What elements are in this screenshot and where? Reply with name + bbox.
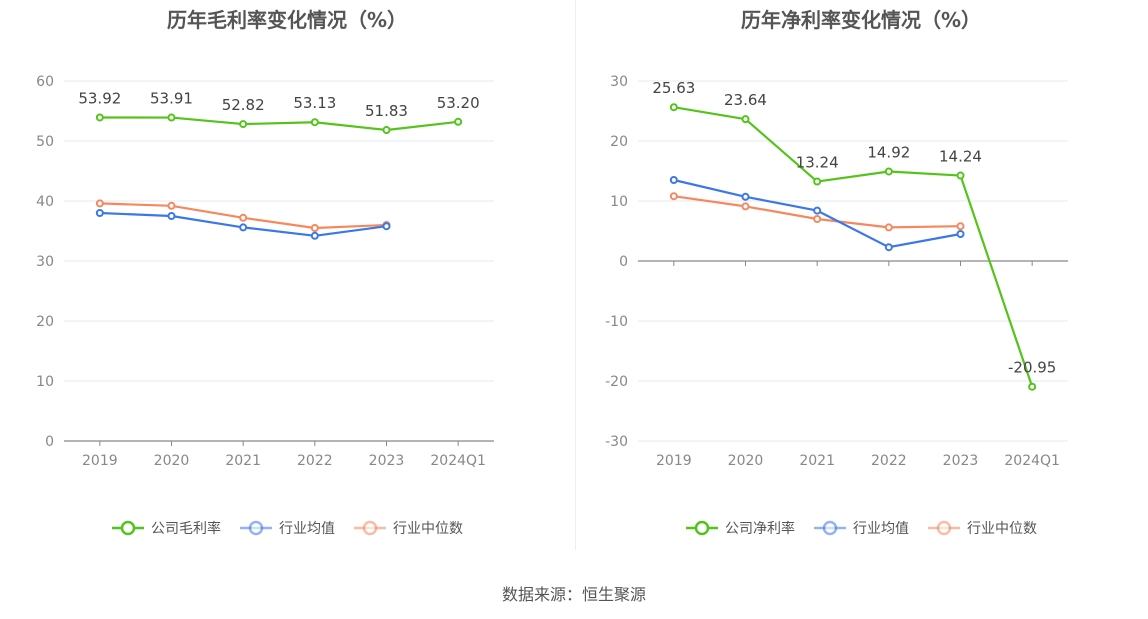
x-tick-label: 2022 (871, 453, 907, 469)
y-tick-label: 0 (619, 254, 628, 270)
x-tick-label: 2023 (369, 453, 405, 469)
data-label: 53.13 (293, 94, 336, 112)
company-point[interactable] (167, 113, 176, 122)
industry-average-point[interactable] (239, 223, 248, 232)
data-label: 14.24 (939, 148, 982, 166)
legend-label: 公司净利率 (725, 521, 795, 537)
y-tick-label: 0 (45, 434, 54, 450)
legend-line-marker-icon (354, 520, 386, 536)
legend-label: 行业均值 (853, 521, 909, 537)
net-margin-chart: -30 -20 -10 0 10 20 30 2019 2020 2021 2022 2023 2024… (605, 74, 1068, 469)
gross-margin-chart: 0 10 20 30 40 50 60 2019 2020 2021 2022 2023 2024Q1 5… (36, 74, 494, 469)
net-margin-legend: 公司净利率 行业均值 行业中位数 (574, 518, 1148, 538)
industry-median-point[interactable] (669, 192, 678, 201)
company-point[interactable] (741, 115, 750, 124)
legend-item-industry-median[interactable]: 行业中位数 (927, 518, 1037, 538)
data-label: 53.20 (437, 94, 480, 112)
y-tick-label: 20 (36, 314, 54, 330)
y-tick-label: 60 (36, 74, 54, 90)
legend-label: 公司毛利率 (151, 521, 221, 537)
data-label: 51.83 (365, 102, 408, 120)
y-tick-label: 30 (36, 254, 54, 270)
company-line (99, 116, 459, 132)
industry-median-point[interactable] (95, 199, 104, 208)
company-point[interactable] (310, 118, 319, 127)
x-tick-label: 2021 (799, 453, 835, 469)
legend-item-company[interactable]: 公司净利率 (685, 518, 795, 538)
legend-item-company[interactable]: 公司毛利率 (111, 518, 221, 538)
x-tick-label: 2024Q1 (1004, 453, 1060, 469)
industry-median-point[interactable] (239, 213, 248, 222)
gross-margin-chart-panel: 历年毛利率变化情况（%） 0 10 20 30 40 50 60 2019 2020 2021 20… (0, 0, 574, 560)
data-source-label: 数据来源：恒生聚源 (501, 585, 646, 604)
company-point[interactable] (669, 103, 678, 112)
industry-median-point[interactable] (741, 202, 750, 211)
industry-average-point[interactable] (382, 222, 391, 231)
industry-median-point[interactable] (310, 224, 319, 232)
data-label: 52.82 (222, 96, 265, 114)
company-point[interactable] (239, 120, 248, 129)
y-tick-label: -30 (605, 434, 628, 450)
legend-line-marker-icon (240, 520, 272, 536)
y-tick-label: 40 (36, 194, 54, 210)
legend-item-industry-average[interactable]: 行业均值 (813, 518, 909, 538)
industry-median-point[interactable] (884, 223, 893, 232)
company-point[interactable] (95, 113, 104, 122)
y-tick-label: -10 (605, 314, 628, 330)
industry-average-point[interactable] (813, 206, 822, 215)
x-tick-label: 2020 (154, 453, 190, 469)
data-label: 23.64 (724, 91, 767, 109)
data-label: 25.63 (652, 79, 695, 97)
y-tick-label: 20 (610, 134, 628, 150)
legend-line-marker-icon (814, 520, 846, 536)
net-margin-chart-panel: 历年净利率变化情况（%） -30 -20 -10 0 10 20 30 2019 2020 202… (574, 0, 1148, 560)
legend-label: 行业中位数 (393, 521, 463, 537)
gross-margin-legend: 公司毛利率 行业均值 行业中位数 (0, 518, 574, 538)
data-label: 13.24 (796, 154, 839, 172)
industry-average-point[interactable] (884, 243, 893, 252)
company-line (673, 106, 1034, 388)
y-tick-label: 10 (610, 194, 628, 210)
company-point[interactable] (454, 117, 463, 126)
legend-item-industry-median[interactable]: 行业中位数 (353, 518, 463, 538)
legend-item-industry-average[interactable]: 行业均值 (239, 518, 335, 538)
data-label: -20.95 (1008, 359, 1056, 377)
company-point[interactable] (813, 177, 822, 186)
industry-average-point[interactable] (310, 231, 319, 240)
x-tick-label: 2022 (297, 453, 333, 469)
legend-line-marker-icon (686, 520, 718, 536)
x-tick-label: 2024Q1 (430, 453, 486, 469)
company-point[interactable] (1028, 382, 1037, 391)
x-tick-label: 2023 (943, 453, 979, 469)
x-tick-label: 2019 (82, 453, 118, 469)
net-margin-chart-title: 历年净利率变化情况（%） (740, 8, 982, 32)
industry-average-point[interactable] (167, 212, 176, 220)
x-tick-label: 2019 (656, 453, 692, 469)
data-label: 53.92 (78, 89, 121, 107)
industry-average-point[interactable] (95, 209, 104, 217)
data-label: 14.92 (867, 143, 910, 161)
company-point[interactable] (956, 171, 965, 180)
y-tick-label: -20 (605, 374, 628, 390)
legend-label: 行业中位数 (967, 521, 1037, 537)
industry-average-point[interactable] (956, 230, 965, 238)
company-point[interactable] (884, 167, 893, 176)
industry-median-point[interactable] (813, 215, 822, 223)
x-tick-label: 2020 (728, 453, 764, 469)
y-tick-label: 30 (610, 74, 628, 90)
industry-average-point[interactable] (669, 176, 678, 184)
y-tick-label: 10 (36, 374, 54, 390)
company-point[interactable] (382, 126, 391, 135)
y-tick-label: 50 (36, 134, 54, 150)
data-label: 53.91 (150, 90, 193, 108)
legend-line-marker-icon (112, 520, 144, 536)
industry-median-point[interactable] (956, 222, 965, 231)
panel-divider (575, 0, 576, 550)
gross-margin-chart-title: 历年毛利率变化情况（%） (166, 8, 408, 32)
industry-average-point[interactable] (741, 192, 750, 201)
x-tick-label: 2021 (225, 453, 261, 469)
legend-label: 行业均值 (279, 521, 335, 537)
legend-line-marker-icon (928, 520, 960, 536)
industry-median-point[interactable] (167, 201, 176, 210)
